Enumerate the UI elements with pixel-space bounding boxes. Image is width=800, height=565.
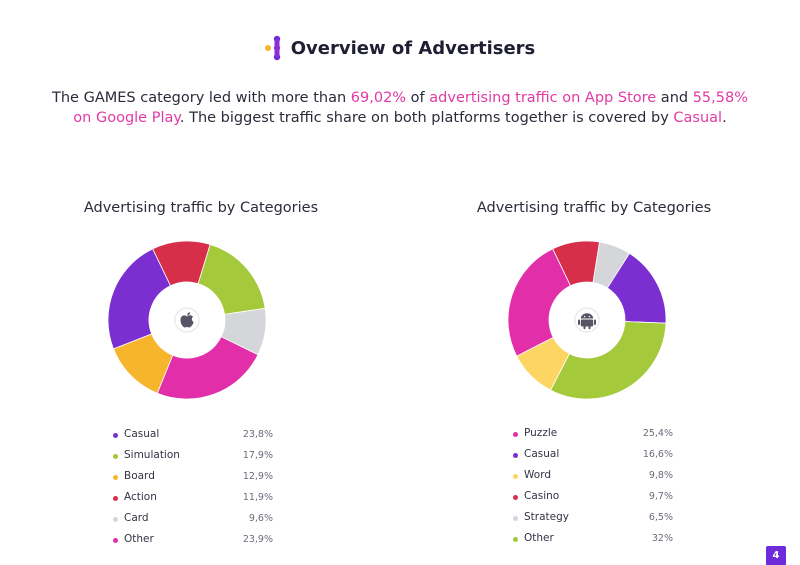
appstore-legend: Casual 23,8% Simulation 17,9% Board 12,9% Acti… <box>113 428 273 554</box>
legend-dot-icon <box>113 475 118 480</box>
legend-item-casual: Casual 16,6% <box>513 448 673 469</box>
apple-icon <box>180 312 194 328</box>
intro-highlight-appstore: advertising traffic on App Store <box>429 90 657 106</box>
legend-dot-icon <box>513 537 518 542</box>
legend-dot-icon <box>513 453 518 458</box>
legend-item-strategy: Strategy 6,5% <box>513 511 673 532</box>
legend-value: 16,6% <box>642 449 673 460</box>
intro-text-5: . <box>722 109 727 126</box>
legend-dot-icon <box>513 432 518 437</box>
legend-value: 32% <box>651 533 673 544</box>
legend-value: 17,9% <box>242 450 273 461</box>
legend-value: 11,9% <box>242 492 273 503</box>
page-title: Overview of Advertisers <box>290 37 536 59</box>
googleplay-chart-title: Advertising traffic by Categories <box>476 200 712 216</box>
legend-label: Simulation <box>124 449 180 461</box>
legend-label: Word <box>524 469 551 481</box>
legend-item-word: Word 9,8% <box>513 469 673 490</box>
legend-value: 25,4% <box>642 428 673 439</box>
googleplay-legend: Puzzle 25,4% Casual 16,6% Word 9,8% Casino 9,7%… <box>513 427 673 553</box>
legend-label: Casino <box>524 490 560 502</box>
intro-highlight-googleplay: 55,58% on Google Play <box>73 90 748 126</box>
legend-value: 23,8% <box>242 429 273 440</box>
legend-label: Action <box>124 491 157 503</box>
appstore-chart-title: Advertising traffic by Categories <box>83 200 319 216</box>
legend-dot-icon <box>513 495 518 500</box>
legend-item-casual: Casual 23,8% <box>113 428 273 449</box>
legend-value: 9,7% <box>648 491 673 502</box>
legend-label: Card <box>124 512 149 524</box>
page-number-badge: 4 <box>766 546 786 565</box>
legend-value: 9,8% <box>648 470 673 481</box>
page-header: Overview of Advertisers <box>0 35 800 61</box>
legend-item-other: Other 32% <box>513 532 673 553</box>
appstore-donut-chart <box>107 240 267 400</box>
brand-logo-icon <box>264 35 280 61</box>
legend-dot-icon <box>513 516 518 521</box>
legend-item-board: Board 12,9% <box>113 470 273 491</box>
intro-highlight-appstore-share: 69,02% <box>350 90 407 106</box>
intro-paragraph: The GAMES category led with more than 69… <box>50 89 750 128</box>
legend-dot-icon <box>113 496 118 501</box>
legend-value: 6,5% <box>648 512 673 523</box>
legend-item-casino: Casino 9,7% <box>513 490 673 511</box>
legend-label: Board <box>124 470 155 482</box>
legend-dot-icon <box>113 433 118 438</box>
legend-item-action: Action 11,9% <box>113 491 273 512</box>
intro-text-4: . The biggest traffic share on both plat… <box>179 109 674 126</box>
intro-text-1: The GAMES category led with more than <box>52 90 351 106</box>
legend-label: Casual <box>524 448 560 460</box>
legend-dot-icon <box>113 538 118 543</box>
legend-item-simulation: Simulation 17,9% <box>113 449 273 470</box>
legend-label: Strategy <box>524 511 569 523</box>
android-icon <box>578 313 596 330</box>
legend-item-other: Other 23,9% <box>113 533 273 554</box>
legend-value: 9,6% <box>248 513 273 524</box>
intro-text-3: and <box>656 90 693 106</box>
legend-label: Other <box>524 532 554 544</box>
legend-value: 23,9% <box>242 534 273 545</box>
legend-dot-icon <box>113 454 118 459</box>
intro-highlight-casual: Casual <box>673 109 723 126</box>
googleplay-donut-chart <box>507 240 667 400</box>
legend-label: Casual <box>124 428 160 440</box>
legend-dot-icon <box>513 474 518 479</box>
intro-text-2: of <box>406 90 430 106</box>
legend-item-card: Card 9,6% <box>113 512 273 533</box>
legend-label: Other <box>124 533 154 545</box>
legend-value: 12,9% <box>242 471 273 482</box>
legend-dot-icon <box>113 517 118 522</box>
legend-label: Puzzle <box>524 427 558 439</box>
legend-item-puzzle: Puzzle 25,4% <box>513 427 673 448</box>
